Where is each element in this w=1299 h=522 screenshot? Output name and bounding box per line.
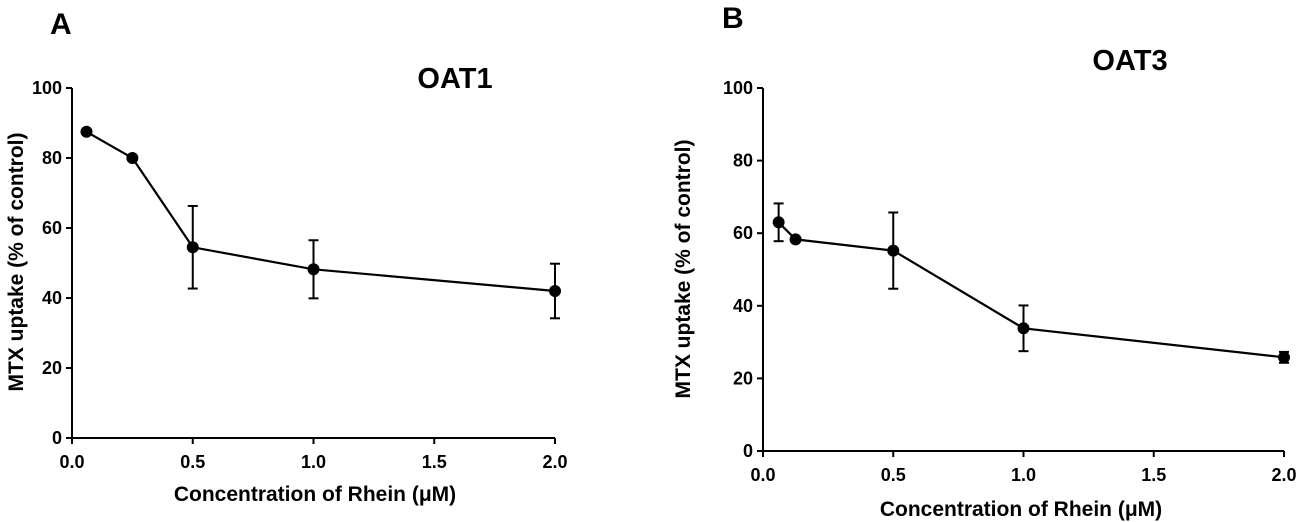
panel-label-b: B [722,2,744,35]
data-point [80,125,93,138]
x-tick-label: 0.5 [180,452,205,472]
y-tick-label: 100 [723,78,753,98]
x-tick-label: 0.5 [881,465,906,485]
data-point [549,285,561,297]
y-tick-label: 20 [733,368,753,388]
y-tick-label: 60 [733,223,753,243]
data-point [186,241,199,254]
x-tick-label: 1.0 [1011,465,1036,485]
series-line [777,221,1285,359]
y-tick-label: 40 [42,288,62,308]
panel-label-a: A [50,8,72,41]
y-axis-label-b: MTX uptake (% of control) [672,140,695,399]
x-tick-label: 0.0 [59,452,84,472]
y-tick-label: 20 [42,358,62,378]
x-tick-label: 1.5 [1141,465,1166,485]
axes-b: 0 20 40 60 80 100 0.0 0.5 1.0 1.5 2.0 [723,78,1297,485]
data-point [772,216,785,229]
data-point [789,233,802,246]
data-point [887,244,900,257]
y-tick-label: 80 [42,148,62,168]
data-point [1017,322,1030,335]
data-point [1278,351,1290,364]
data-point [307,263,320,276]
axes-a: 0 20 40 60 80 100 0.0 0.5 1.0 1.5 2.0 [32,78,568,472]
chart-title-oat1: OAT1 [417,63,492,95]
y-tick-label: 100 [32,78,62,98]
x-tick-label: 1.0 [301,452,326,472]
plot-area-b [772,202,1290,364]
y-tick-label: 80 [733,151,753,171]
x-tick-label: 2.0 [542,452,567,472]
series-line [85,130,556,293]
plot-area-a [80,125,561,320]
x-tick-label: 2.0 [1271,465,1296,485]
y-axis-label-a: MTX uptake (% of control) [5,133,28,392]
y-tick-label: 40 [733,296,753,316]
x-tick-label: 0.0 [750,465,775,485]
chart-panel-b: B OAT3 MTX uptake (% of control) Concent… [672,2,1297,521]
x-axis-label-a: Concentration of Rhein (μM) [174,483,456,506]
y-tick-label: 0 [52,428,62,448]
y-tick-label: 0 [743,441,753,461]
chart-title-oat3: OAT3 [1092,45,1167,77]
chart-panel-a: A OAT1 MTX uptake (% of control) Concent… [5,8,568,506]
x-axis-label-b: Concentration of Rhein (μM) [880,498,1162,521]
data-point [126,152,139,164]
y-tick-label: 60 [42,218,62,238]
x-tick-label: 1.5 [422,452,447,472]
